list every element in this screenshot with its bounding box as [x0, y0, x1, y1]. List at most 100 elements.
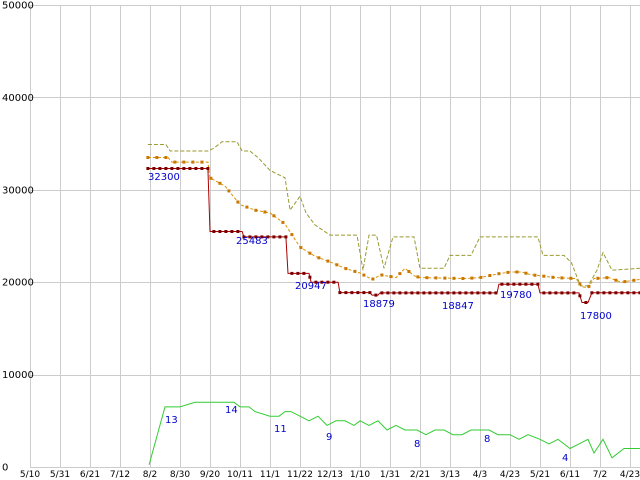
series-marker — [488, 291, 492, 295]
series-marker — [461, 277, 465, 280]
series-marker — [230, 230, 234, 233]
series-marker — [263, 210, 267, 214]
series-marker — [242, 235, 246, 239]
y-tick-label: 50000 — [2, 1, 34, 12]
series-marker — [638, 291, 640, 295]
series-marker — [572, 291, 576, 295]
series-marker — [560, 291, 564, 295]
annotation-label: 32300 — [148, 172, 180, 183]
series-path — [148, 401, 640, 465]
series-marker — [206, 167, 210, 170]
series-marker — [512, 282, 516, 286]
series-marker — [326, 259, 330, 263]
series-marker — [173, 160, 177, 164]
y-tick-label: 30000 — [2, 185, 34, 196]
series-marker — [479, 275, 483, 279]
series-marker — [614, 278, 618, 282]
annotation-label: 18879 — [363, 299, 395, 310]
series-marker — [368, 291, 372, 295]
x-tick-label: 1/10 — [350, 470, 370, 480]
series-marker — [488, 274, 492, 277]
annotation-label: 4 — [562, 453, 568, 464]
series-marker — [374, 293, 378, 297]
x-tick-label: 5/21 — [530, 470, 550, 480]
series-marker — [248, 235, 252, 239]
y-axis-labels: 0 10000 20000 30000 40000 50000 — [2, 1, 34, 474]
series-marker — [608, 291, 612, 295]
x-tick-label: 2/21 — [410, 470, 430, 480]
series-marker — [464, 291, 468, 295]
series-marker — [314, 280, 318, 284]
series-marker — [212, 230, 216, 233]
annotation-label: 20947 — [295, 281, 327, 292]
series-marker — [299, 246, 303, 250]
series-marker — [434, 291, 438, 295]
series-marker — [560, 276, 564, 280]
series-marker — [407, 270, 411, 273]
series-marker — [380, 273, 384, 277]
annotation-label: 19780 — [500, 290, 532, 301]
series-marker — [542, 274, 546, 278]
series-marker — [356, 291, 360, 295]
series-marker — [428, 291, 432, 295]
series-marker — [596, 291, 600, 295]
x-tick-label: 7/12 — [110, 470, 130, 480]
series-marker — [218, 181, 222, 185]
series-marker — [158, 167, 162, 170]
series-marker — [470, 291, 474, 295]
series-marker — [434, 276, 438, 280]
series-marker — [389, 275, 393, 279]
series-marker — [227, 189, 231, 193]
series-marker — [296, 271, 300, 275]
series-marker — [266, 235, 270, 239]
series-marker — [566, 291, 570, 295]
x-axis-labels: 5/10 5/31 6/21 7/12 8/2 8/30 9/20 10/11 11/1 11/2… — [20, 470, 640, 480]
series-marker — [290, 271, 294, 275]
gridlines — [30, 5, 640, 468]
series-marker — [518, 282, 522, 286]
series-marker — [452, 276, 456, 280]
series-marker — [182, 167, 186, 170]
annotation-label: 17800 — [580, 311, 612, 322]
series-marker — [290, 233, 294, 237]
series-marker — [494, 291, 498, 295]
series-marker — [308, 275, 312, 279]
series-marker — [338, 291, 342, 295]
series-marker — [632, 291, 636, 295]
series-marker — [317, 256, 321, 260]
series-marker — [278, 235, 282, 239]
series-marker — [551, 275, 555, 279]
series-marker — [164, 156, 168, 159]
annotation-label: 11 — [274, 424, 287, 435]
series-marker — [404, 291, 408, 295]
series-marker — [326, 280, 330, 284]
series-marker — [497, 272, 501, 276]
series-marker — [458, 291, 462, 295]
series-marker — [170, 167, 174, 170]
series-marker — [218, 230, 222, 233]
series-offer-count — [148, 401, 640, 465]
series-marker — [398, 272, 402, 276]
series-marker — [302, 271, 306, 275]
series-marker — [422, 291, 426, 295]
series-marker — [371, 277, 375, 281]
series-marker — [236, 200, 240, 204]
series-marker — [614, 291, 618, 295]
series-marker — [254, 235, 258, 239]
series-min-price — [146, 167, 640, 304]
series-marker — [146, 156, 150, 159]
series-marker — [605, 276, 609, 280]
series-marker — [632, 278, 636, 282]
series-marker — [515, 270, 519, 274]
series-marker — [533, 273, 537, 277]
series-marker — [506, 270, 510, 274]
series-marker — [626, 291, 630, 295]
series-marker — [164, 167, 168, 170]
series-marker — [524, 271, 528, 275]
series-marker — [578, 294, 582, 298]
series-marker — [440, 291, 444, 295]
series-marker — [602, 291, 606, 295]
y-tick-label: 20000 — [2, 278, 34, 289]
annotation-label: 25483 — [236, 236, 268, 247]
